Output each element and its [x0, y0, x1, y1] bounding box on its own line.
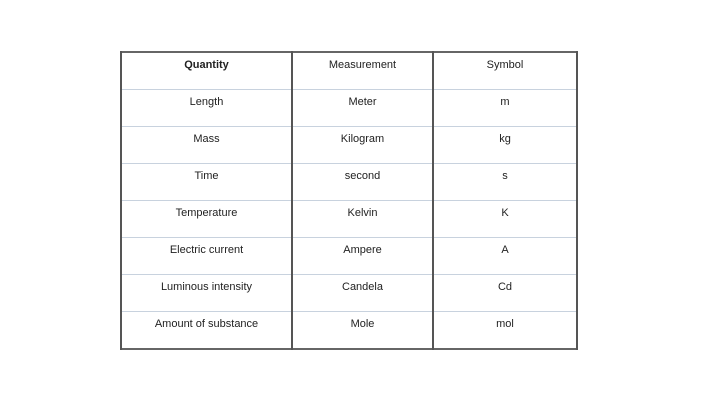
- si-units-table: Quantity Measurement Symbol Length Meter m…: [120, 51, 578, 350]
- quantity-cell: Luminous intensity: [120, 274, 293, 312]
- table-row: Amount of substance Mole mol: [120, 311, 578, 350]
- symbol-cell: s: [432, 163, 578, 201]
- symbol-cell: Cd: [432, 274, 578, 312]
- symbol-cell: m: [432, 89, 578, 127]
- measurement-cell: Kilogram: [291, 126, 434, 164]
- measurement-cell: Ampere: [291, 237, 434, 275]
- symbol-cell: mol: [432, 311, 578, 350]
- quantity-cell: Time: [120, 163, 293, 201]
- table-header-row: Quantity Measurement Symbol: [120, 51, 578, 90]
- symbol-cell: A: [432, 237, 578, 275]
- quantity-cell: Electric current: [120, 237, 293, 275]
- quantity-cell: Mass: [120, 126, 293, 164]
- quantity-cell: Amount of substance: [120, 311, 293, 350]
- header-symbol: Symbol: [432, 51, 578, 90]
- table-row: Length Meter m: [120, 89, 578, 127]
- measurement-cell: second: [291, 163, 434, 201]
- table-row: Mass Kilogram kg: [120, 126, 578, 164]
- table-row: Luminous intensity Candela Cd: [120, 274, 578, 312]
- measurement-cell: Mole: [291, 311, 434, 350]
- header-quantity: Quantity: [120, 51, 293, 90]
- measurement-cell: Kelvin: [291, 200, 434, 238]
- symbol-cell: kg: [432, 126, 578, 164]
- quantity-cell: Length: [120, 89, 293, 127]
- measurement-cell: Candela: [291, 274, 434, 312]
- quantity-cell: Temperature: [120, 200, 293, 238]
- symbol-cell: K: [432, 200, 578, 238]
- table-row: Temperature Kelvin K: [120, 200, 578, 238]
- table-row: Electric current Ampere A: [120, 237, 578, 275]
- measurement-cell: Meter: [291, 89, 434, 127]
- table-row: Time second s: [120, 163, 578, 201]
- header-measurement: Measurement: [291, 51, 434, 90]
